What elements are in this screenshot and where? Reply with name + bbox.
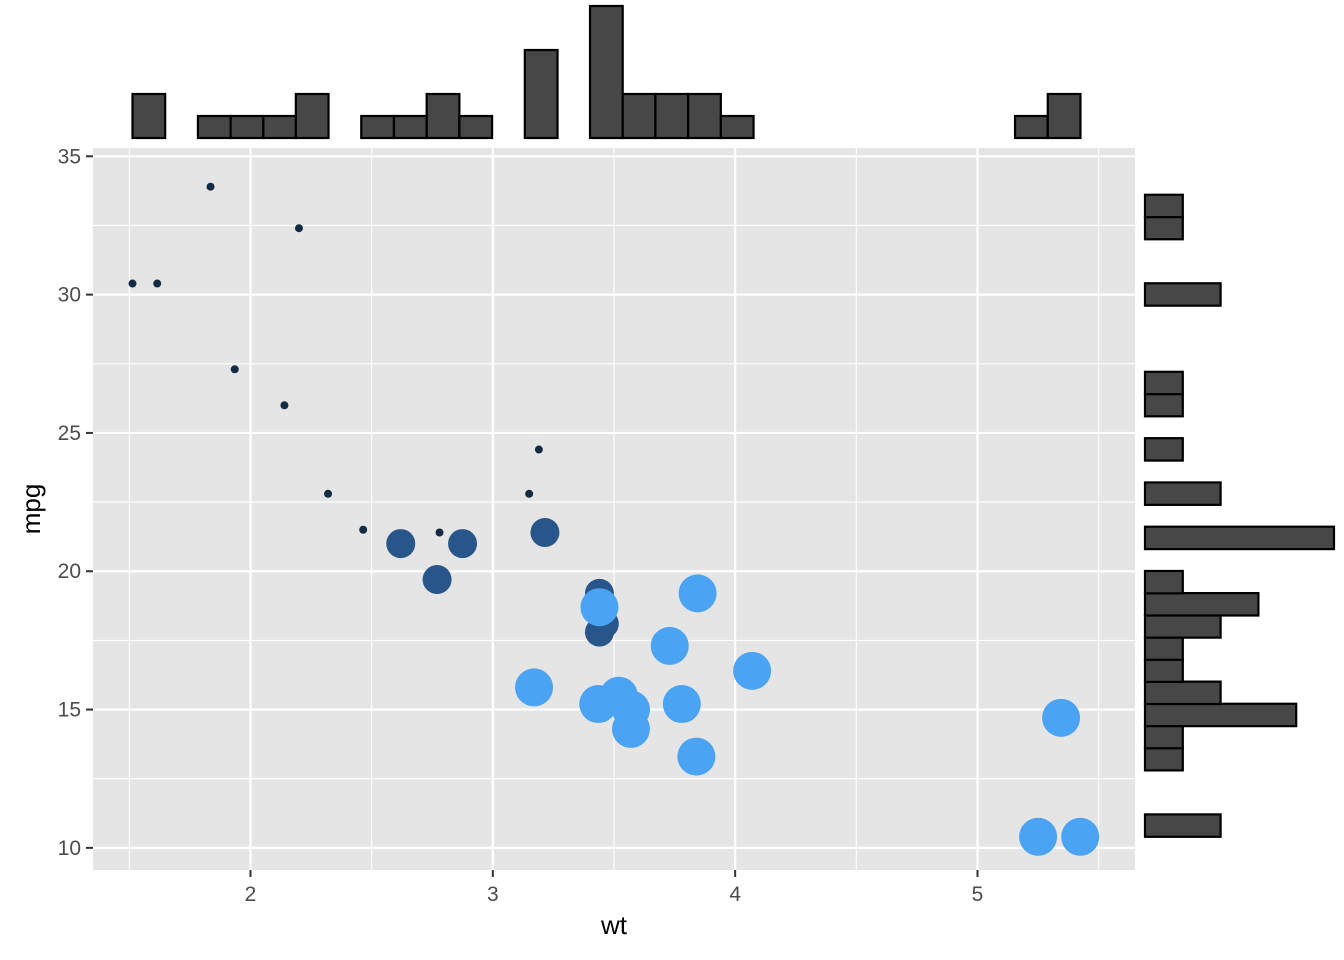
y-histogram-bar [1143,525,1336,551]
data-point-small [230,365,239,374]
grid-major [93,148,1135,870]
data-point-small [324,489,333,498]
x-histogram-bar [294,92,330,140]
x-histogram-bar [523,48,559,140]
y-tick-label: 20 [58,560,81,583]
data-point-medium [422,565,452,595]
y-histogram-bar [1143,481,1222,506]
data-point-small [128,279,137,288]
data-point-large [1042,698,1081,737]
x-histogram-bar [196,114,232,140]
x-histogram-bar [588,4,624,140]
data-point-small [280,401,289,410]
data-point-medium [448,529,478,559]
data-point-small [206,182,215,191]
x-marginal-histogram [131,4,1082,140]
data-point-medium [386,529,416,559]
data-point-large [677,737,716,776]
y-histogram-bar [1143,215,1184,241]
axes: 2 3 4 5 10 15 20 25 30 35 [58,145,984,906]
x-histogram-bar [425,92,461,140]
x-axis-title: wt [600,910,628,940]
data-point-small [525,489,534,498]
data-point-small [153,279,162,288]
x-histogram-bar [229,114,265,140]
y-histogram-bar [1143,658,1184,683]
data-point-large [1061,817,1100,856]
x-histogram-bar [687,92,722,140]
y-tick-label: 10 [58,837,81,860]
y-axis-title: mpg [16,484,46,535]
x-tick-label: 2 [245,883,257,906]
x-histogram-bar [1046,92,1082,140]
x-histogram-bar [392,114,428,140]
y-tick-label: 15 [58,699,81,722]
data-points [128,182,1100,856]
y-histogram-bar [1143,680,1222,706]
data-point-large [611,709,650,748]
x-tick-label: 5 [972,883,984,906]
x-histogram-bar [262,114,298,140]
y-histogram-bar [1143,813,1222,838]
data-point-large [678,574,717,613]
x-histogram-bar [360,114,396,140]
data-point-large [733,651,772,690]
y-histogram-bar [1143,370,1184,396]
y-tick-label: 30 [58,284,81,307]
x-histogram-bar [654,92,690,140]
y-histogram-bar [1143,392,1184,418]
data-point-large [650,626,689,665]
x-histogram-bar [1013,114,1049,140]
y-histogram-bar [1143,282,1222,307]
y-tick-label: 35 [58,145,81,168]
data-point-medium [530,518,560,548]
data-point-large [580,588,619,627]
y-histogram-bar [1143,437,1184,462]
x-histogram-bar [131,92,167,140]
data-point-large [1019,817,1058,856]
y-histogram-bar [1143,746,1184,772]
y-histogram-bar [1143,702,1298,728]
y-histogram-bar [1143,569,1184,595]
data-point-small [534,445,543,454]
data-point-small [294,224,303,233]
y-histogram-bar [1143,636,1184,661]
y-histogram-bar [1143,724,1184,750]
y-histogram-bar [1143,591,1260,617]
data-point-small [435,528,444,537]
y-histogram-bar [1143,614,1222,639]
x-histogram-bar [621,92,657,140]
data-point-small [359,525,368,534]
y-histogram-bar [1143,193,1184,219]
x-histogram-bar [719,114,755,140]
y-marginal-histogram [1143,193,1336,838]
y-tick-label: 25 [58,422,81,445]
grid-minor [93,148,1135,870]
x-tick-label: 3 [487,883,499,906]
x-histogram-bar [458,114,494,140]
data-point-large [515,668,554,707]
x-tick-label: 4 [729,883,741,906]
data-point-large [662,685,701,724]
